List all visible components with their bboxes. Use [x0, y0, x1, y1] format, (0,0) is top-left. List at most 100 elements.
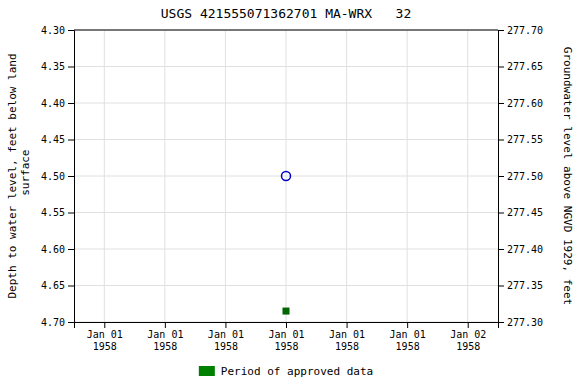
tick-label: 4.60 [41, 244, 65, 255]
axis-domain [68, 31, 75, 323]
tick-label: 277.40 [507, 244, 543, 255]
tick-mark [68, 140, 74, 141]
tick: Jan 011958 [87, 322, 123, 352]
grid-line [407, 30, 408, 322]
tick-label: 4.45 [41, 134, 65, 145]
grid-line [467, 30, 468, 322]
tick-mark [68, 176, 74, 177]
legend: Period of approved data [199, 365, 373, 378]
tick-label: Jan 011958 [329, 329, 365, 352]
tick: 277.55 [498, 134, 543, 145]
tick: 4.65 [41, 280, 74, 291]
tick-mark [68, 30, 74, 31]
tick: 4.50 [41, 171, 74, 182]
tick: 4.60 [41, 244, 74, 255]
tick-label-line: 1958 [396, 341, 420, 352]
grid-line [104, 30, 105, 322]
tick-mark [498, 103, 504, 104]
tick-label-line: 1958 [335, 341, 359, 352]
tick-mark [68, 67, 74, 68]
tick: 4.70 [41, 317, 74, 328]
tick-label-line: Jan 01 [390, 329, 426, 340]
tick-mark [68, 286, 74, 287]
tick-label: 4.35 [41, 61, 65, 72]
tick-label-line: 1958 [456, 341, 480, 352]
tick-mark [498, 286, 504, 287]
grid-line [74, 30, 498, 31]
tick-label: Jan 011958 [208, 329, 244, 352]
y2-axis: 277.70 277.65 277.60 277.55 277.50 277.45 277.… [498, 25, 543, 328]
grid-line [346, 30, 347, 322]
tick: 277.35 [498, 280, 543, 291]
tick-label: Jan 011958 [390, 329, 426, 352]
tick-label: Jan 011958 [87, 329, 123, 352]
tick: 277.70 [498, 25, 543, 36]
tick-mark [68, 249, 74, 250]
tick-label: 4.70 [41, 317, 65, 328]
tick-mark [498, 249, 504, 250]
tick-label-line: 1958 [274, 341, 298, 352]
tick-label: 4.55 [41, 207, 65, 218]
tick-mark [68, 103, 74, 104]
tick-label: 277.70 [507, 25, 543, 36]
tick-label: Jan 011958 [147, 329, 183, 352]
tick-label: Jan 011958 [268, 329, 304, 352]
tick-mark [165, 322, 166, 328]
tick-label-line: 1958 [153, 341, 177, 352]
tick-label: 277.45 [507, 207, 543, 218]
tick-mark [68, 213, 74, 214]
tick-label-line: 1958 [93, 341, 117, 352]
tick: 4.40 [41, 98, 74, 109]
tick: 277.45 [498, 207, 543, 218]
tick-label: 4.50 [41, 171, 65, 182]
tick: 277.30 [498, 317, 543, 328]
tick-mark [498, 30, 504, 31]
tick-label: 4.40 [41, 98, 65, 109]
tick: 277.60 [498, 98, 543, 109]
chart: 4.304.354.404.454.504.554.604.654.70277.… [0, 0, 576, 384]
y-axis-label-line: surface [19, 150, 32, 203]
grid-line [225, 30, 226, 322]
grid-line [286, 30, 287, 322]
grid-line [164, 30, 165, 322]
grid [74, 30, 498, 322]
tick: 277.50 [498, 171, 543, 182]
tick: Jan 011958 [268, 322, 304, 352]
tick-mark [498, 176, 504, 177]
y-axis: 4.304.354.404.454.504.554.604.654.70 [41, 25, 75, 328]
tick-label: Jan 021958 [450, 329, 486, 352]
axis-domain [75, 323, 499, 329]
tick-mark [468, 322, 469, 328]
tick-label-line: Jan 01 [87, 329, 123, 340]
axis-domain [499, 31, 505, 323]
tick-label: 277.35 [507, 280, 543, 291]
legend-label: Period of approved data [221, 365, 373, 378]
tick-label-line: 1958 [214, 341, 238, 352]
tick-mark [498, 140, 504, 141]
tick: 4.35 [41, 61, 74, 72]
tick-mark [498, 213, 504, 214]
tick: 4.45 [41, 134, 74, 145]
series [282, 172, 291, 181]
tick: Jan 021958 [450, 322, 486, 352]
tick-label: 277.60 [507, 98, 543, 109]
tick-label-line: Jan 02 [450, 329, 486, 340]
tick: Jan 011958 [329, 322, 365, 352]
tick-mark [225, 322, 226, 328]
x-axis: Jan 011958Jan 011958Jan 011958Jan 011958… [75, 322, 499, 352]
tick-mark [407, 322, 408, 328]
marks [282, 172, 291, 315]
tick: 277.40 [498, 244, 543, 255]
title: USGS 421555071362701 MA-WRX 32 [161, 6, 411, 21]
y-axis-label-line: Depth to water level, feet below land [6, 53, 19, 298]
point [283, 308, 289, 314]
tick: 277.65 [498, 61, 543, 72]
tick-label-line: Jan 01 [208, 329, 244, 340]
tick-label: 277.30 [507, 317, 543, 328]
tick: Jan 011958 [208, 322, 244, 352]
y2-axis-label: Groundwater level above NGVD 1929, feet [561, 47, 574, 305]
frame [74, 30, 498, 31]
point [282, 172, 291, 181]
tick: 4.55 [41, 207, 74, 218]
tick-label: 277.55 [507, 134, 543, 145]
